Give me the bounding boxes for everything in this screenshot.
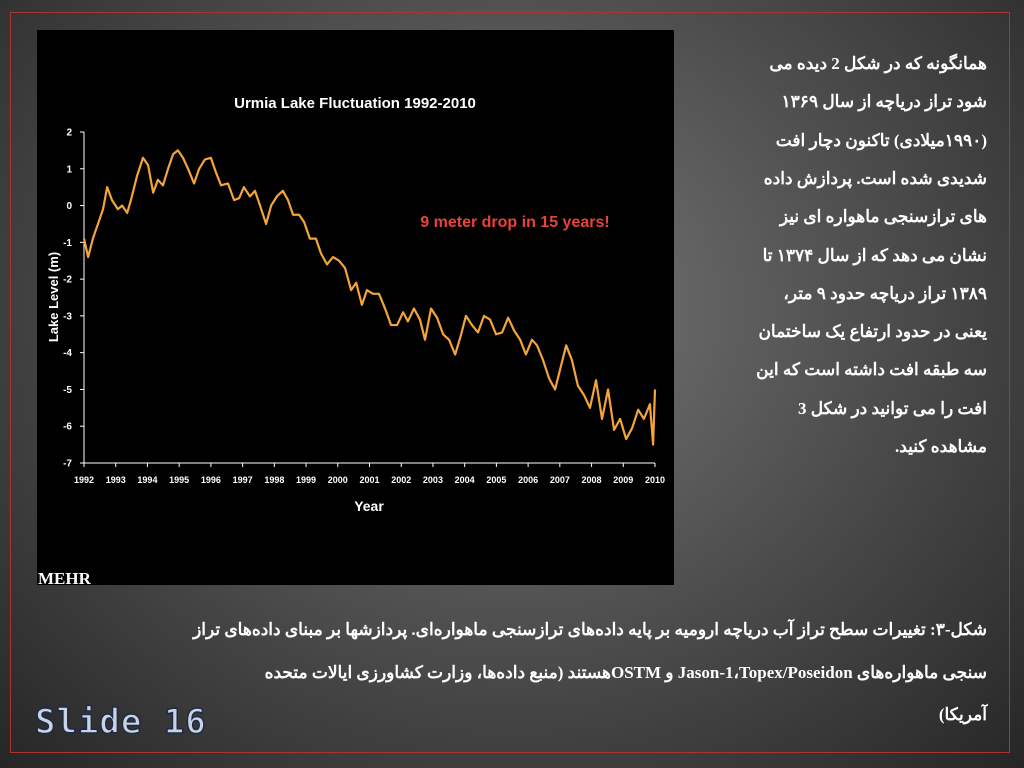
x-tick-label: 2005	[486, 475, 506, 485]
x-tick-label: 2010	[645, 475, 665, 485]
chart-title: Urmia Lake Fluctuation 1992-2010	[234, 95, 476, 112]
paragraph-line: نشان می دهد که از سال ۱۳۷۴ تا	[762, 245, 987, 265]
paragraph-line: همانگونه که در شکل 2 دیده می	[769, 54, 987, 73]
caption-line: سنجی ماهواره‌های Jason-1،Topex/Poseidon …	[264, 662, 987, 682]
x-tick-label: 2006	[518, 475, 538, 485]
paragraph-line: (۱۹۹۰میلادی) تاکنون دچار افت	[775, 130, 987, 150]
x-tick-label: 2000	[328, 475, 348, 485]
y-tick-label: -3	[63, 311, 72, 322]
paragraph-line: شود تراز دریاچه از سال ۱۳۶۹	[781, 92, 987, 112]
y-tick-label: -1	[63, 238, 72, 249]
x-tick-label: 2001	[359, 475, 379, 485]
y-tick-label: -5	[63, 385, 72, 396]
x-tick-label: 2002	[391, 475, 411, 485]
data-line	[82, 149, 657, 446]
x-tick-label: 2009	[613, 475, 633, 485]
paragraph-line: ۱۳۸۹ تراز دریاچه حدود ۹ متر،	[783, 283, 987, 303]
annotation: 9 meter drop in 15 years!	[420, 214, 609, 231]
y-tick-label: -7	[63, 459, 72, 470]
x-tick-label: 1998	[264, 475, 284, 485]
x-tick-label: 2007	[550, 475, 570, 485]
x-tick-label: 1993	[106, 475, 126, 485]
x-tick-label: 2008	[582, 475, 602, 485]
source-label: MEHR	[38, 569, 92, 588]
x-tick-label: 1992	[74, 475, 94, 485]
y-tick-label: -6	[63, 422, 72, 433]
x-tick-label: 1995	[169, 475, 189, 485]
paragraph-line: سه طبقه افت داشته است که این	[756, 360, 987, 380]
slide-number: Slide 16	[35, 702, 207, 742]
y-tick-label: -4	[63, 348, 72, 359]
x-tick-label: 1996	[201, 475, 221, 485]
chart-background	[37, 30, 674, 585]
x-tick-label: 2003	[423, 475, 443, 485]
paragraph-line: های ترازسنجی ماهواره ای نیز	[779, 207, 987, 227]
x-tick-label: 2004	[455, 475, 475, 485]
frame	[10, 12, 1010, 753]
x-tick-label: 1999	[296, 475, 316, 485]
caption-line: شکل-۳: تغییرات سطح تراز آب دریاچه ارومیه…	[193, 620, 987, 639]
y-tick-label: 2	[66, 128, 72, 139]
paragraph-line: مشاهده کنید.	[894, 437, 987, 456]
x-tick-label: 1994	[137, 475, 157, 485]
paragraph-line: یعنی در حدود ارتفاع یک ساختمان	[758, 322, 987, 342]
y-tick-label: -2	[63, 275, 72, 286]
paragraph-line: افت را می توانید در شکل 3	[797, 398, 987, 418]
x-axis-label: Year	[354, 498, 384, 514]
y-tick-label: 0	[66, 201, 72, 212]
y-axis-label: Lake Level (m)	[46, 252, 61, 342]
caption-line: آمریکا)	[938, 705, 987, 724]
y-tick-label: 1	[66, 164, 72, 175]
paragraph-line: شدیدی شده است. پردازش داده	[763, 168, 987, 188]
x-tick-label: 1997	[233, 475, 253, 485]
